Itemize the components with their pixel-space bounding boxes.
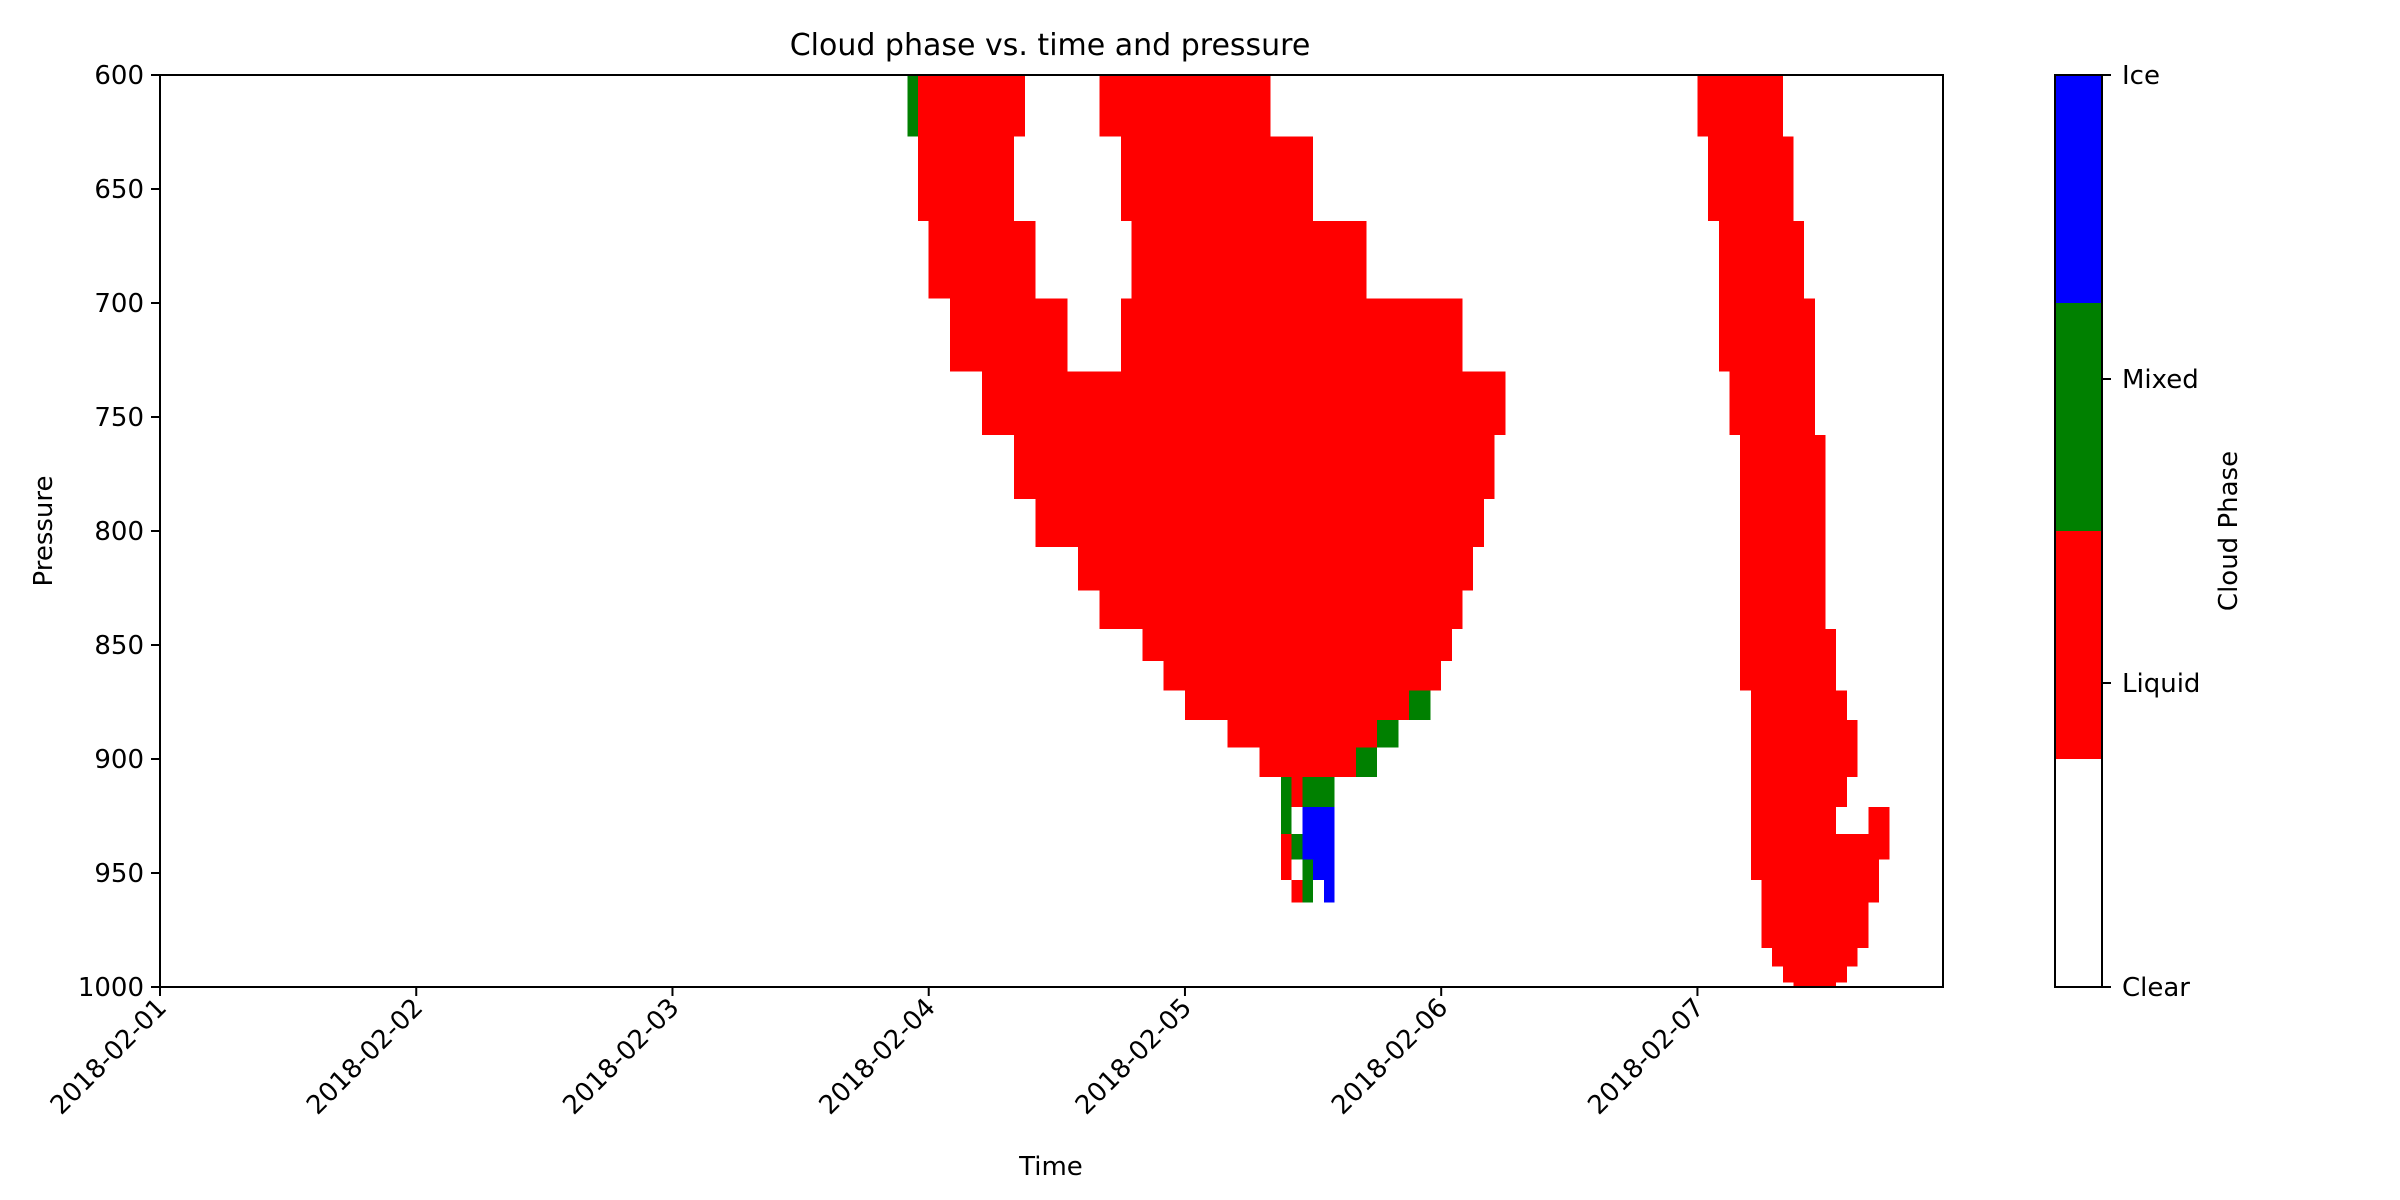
y-tick-label: 650 (94, 175, 144, 205)
heatmap-cell-liquid (1740, 546, 1826, 630)
heatmap-cell-liquid (1078, 546, 1474, 591)
heatmap-cell-liquid (1729, 371, 1815, 436)
heatmap-cell-liquid (1750, 690, 1847, 721)
heatmap-cell-liquid (1184, 690, 1410, 721)
heatmap-cell-mixed (1302, 777, 1335, 807)
heatmap-cell-liquid (1750, 720, 1858, 778)
heatmap-cell-liquid (1291, 879, 1303, 903)
colorbar-block-liquid (2055, 531, 2102, 759)
heatmap-cell-mixed (1281, 777, 1292, 835)
colorbar-block-ice (2055, 75, 2102, 303)
colorbar-ticks: Clear Liquid Mixed Ice (2102, 61, 2200, 1003)
heatmap-cell-liquid (1281, 834, 1292, 880)
heatmap-cell-mixed (907, 75, 919, 137)
heatmap-cell-liquid (1761, 925, 1869, 949)
heatmap-cell-liquid (1120, 298, 1463, 372)
heatmap-cell-liquid (1291, 777, 1303, 807)
colorbar-block-mixed (2055, 303, 2102, 531)
heatmap-cell-liquid (1142, 629, 1452, 661)
heatmap-cell-liquid (1750, 859, 1879, 880)
heatmap-cell-liquid (1740, 629, 1837, 691)
y-axis: 600 650 700 750 800 850 900 950 1000 (78, 61, 160, 1003)
heatmap-cell-ice (1323, 879, 1335, 903)
heatmap-cell-liquid (1697, 75, 1783, 137)
heatmap-cell-liquid (1718, 220, 1805, 299)
y-tick-label: 1000 (78, 973, 144, 1003)
y-tick-label: 600 (94, 61, 144, 91)
heatmap-cells (907, 75, 1890, 987)
colorbar-tick-label: Clear (2122, 973, 2190, 1003)
colorbar-blocks (2055, 75, 2102, 987)
colorbar-block-clear (2055, 759, 2102, 987)
y-tick-label: 800 (94, 517, 144, 547)
heatmap-cell-liquid (950, 298, 1068, 372)
y-tick-label: 700 (94, 289, 144, 319)
heatmap-cell-mixed (1355, 747, 1378, 778)
colorbar: Clear Liquid Mixed Ice Cloud Phase (2054, 61, 2244, 1003)
heatmap-cell-liquid (982, 371, 1506, 436)
heatmap-cell-liquid (928, 220, 1036, 299)
heatmap-cell-liquid (918, 136, 1015, 221)
heatmap-cell-liquid (1740, 499, 1826, 547)
heatmap-cell-liquid (1750, 777, 1847, 807)
heatmap-cell-liquid (1793, 982, 1837, 987)
heatmap-cell-liquid (1014, 435, 1495, 500)
colorbar-tick-label: Mixed (2122, 365, 2199, 395)
colorbar-frame (2054, 74, 2103, 988)
heatmap-cell-liquid (1761, 902, 1869, 926)
heatmap-cell-liquid (1868, 806, 1890, 835)
heatmap-cell-mixed (1377, 720, 1399, 748)
heatmap-cell-liquid (1099, 590, 1463, 630)
y-tick-label: 900 (94, 745, 144, 775)
heatmap-cell-liquid (1120, 136, 1314, 221)
heatmap-cell-liquid (1708, 136, 1794, 221)
heatmap-cell-liquid (1259, 747, 1356, 778)
heatmap-cell-liquid (1750, 806, 1837, 835)
heatmap-cell-liquid (1740, 435, 1826, 500)
heatmap-cell-liquid (1131, 220, 1367, 299)
heatmap-cell-liquid (1782, 966, 1847, 983)
heatmap-cell-liquid (918, 75, 1025, 137)
heatmap-cell-liquid (1163, 660, 1442, 691)
y-axis-label: Pressure (29, 475, 59, 586)
heatmap-cell-liquid (1718, 298, 1815, 372)
colorbar-label: Cloud Phase (2214, 451, 2244, 611)
plot-area (159, 74, 1944, 988)
x-axis-label: Time (1018, 1152, 1083, 1182)
colorbar-tick-label: Liquid (2122, 669, 2200, 699)
heatmap-cell-liquid (1099, 75, 1271, 137)
heatmap-cell-mixed (1409, 690, 1431, 721)
heatmap-cell-mixed (1291, 834, 1303, 860)
heatmap-cell-liquid (1750, 834, 1890, 860)
chart-title: Cloud phase vs. time and pressure (790, 28, 1311, 63)
colorbar-tick-label: Ice (2122, 61, 2160, 91)
heatmap-cell-liquid (1772, 948, 1858, 967)
y-tick-label: 850 (94, 631, 144, 661)
heatmap-cell-mixed (1302, 859, 1314, 903)
y-tick-label: 750 (94, 403, 144, 433)
heatmap-cell-liquid (1035, 499, 1484, 547)
y-tick-label: 950 (94, 859, 144, 889)
heatmap-cell-liquid (1227, 720, 1378, 748)
heatmap-cell-liquid (1761, 879, 1879, 903)
